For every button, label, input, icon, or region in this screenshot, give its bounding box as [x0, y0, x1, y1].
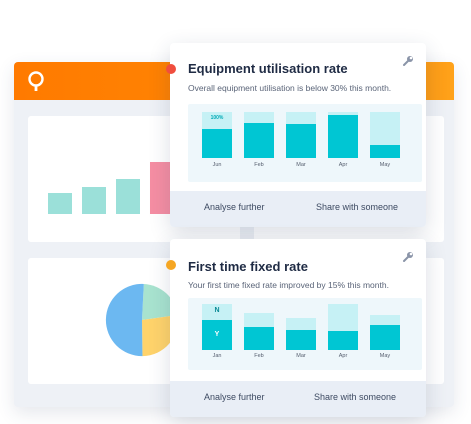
- chart-column: [286, 304, 316, 350]
- card-title: First time fixed rate: [188, 259, 308, 274]
- pie-slice: [105, 283, 144, 357]
- bar-bottom-segment: [286, 329, 316, 350]
- x-tick-label: Feb: [254, 353, 264, 359]
- chart-column: [244, 304, 274, 350]
- share-with-someone-button[interactable]: Share with someone: [316, 202, 399, 212]
- chart-column: [286, 112, 316, 158]
- chart-column: [244, 112, 274, 158]
- card-footer: Analyse further Share with someone: [170, 191, 426, 227]
- pie-slice: [142, 283, 178, 320]
- first-time-fixed-bar-chart: N Y Jan Feb Mar Apr May: [188, 298, 422, 370]
- wrench-icon[interactable]: [402, 55, 414, 67]
- card-subtitle: Overall equipment utilisation is below 3…: [188, 83, 392, 93]
- bar: [370, 145, 400, 158]
- x-tick-label: May: [379, 353, 391, 359]
- background-bar: [116, 178, 140, 214]
- pie-slice: [142, 315, 179, 357]
- card-subtitle: Your first time fixed rate improved by 1…: [188, 280, 389, 290]
- bar-bottom-segment: [328, 330, 358, 350]
- share-with-someone-button[interactable]: Share with someone: [314, 392, 397, 402]
- bar: [202, 129, 232, 158]
- chart-column: [370, 112, 400, 158]
- bar: [286, 123, 316, 158]
- bar: [328, 115, 358, 158]
- chart-column: [328, 112, 358, 158]
- x-tick-label: Apr: [338, 162, 348, 168]
- background-bar: [82, 186, 106, 214]
- equipment-utilisation-card: Equipment utilisation rate Overall equip…: [170, 43, 426, 227]
- bar-bottom-segment: [202, 319, 232, 350]
- x-tick-label: Mar: [296, 353, 306, 359]
- bar-segment-label-n: N: [214, 307, 220, 314]
- card-title: Equipment utilisation rate: [188, 61, 348, 76]
- x-tick-label: Jan: [212, 353, 222, 359]
- x-tick-label: Feb: [254, 162, 264, 168]
- bar-bottom-segment: [370, 324, 400, 350]
- status-dot-red: [166, 64, 176, 74]
- chart-column: [328, 304, 358, 350]
- background-bar: [48, 193, 72, 214]
- x-tick-label: May: [379, 162, 391, 168]
- status-dot-orange: [166, 260, 176, 270]
- background-bar-chart: [48, 130, 198, 214]
- lightbulb-icon: [28, 71, 44, 91]
- chart-column: [370, 304, 400, 350]
- wrench-icon[interactable]: [402, 251, 414, 263]
- analyse-further-button[interactable]: Analyse further: [204, 392, 265, 402]
- analyse-further-button[interactable]: Analyse further: [204, 202, 265, 212]
- bar-value-label: 100%: [210, 115, 224, 121]
- card-footer: Analyse further Share with someone: [170, 381, 426, 417]
- chart-column: 100%: [202, 112, 232, 158]
- x-tick-label: Jun: [212, 162, 222, 168]
- background-pie-chart: [105, 283, 179, 357]
- bar-segment-label-y: Y: [214, 330, 220, 338]
- bar: [244, 122, 274, 158]
- x-tick-label: Mar: [296, 162, 306, 168]
- utilisation-bar-chart: 100% Jun Feb Mar Apr May: [188, 104, 422, 182]
- first-time-fixed-card: First time fixed rate Your first time fi…: [170, 239, 426, 417]
- bar-bottom-segment: [244, 327, 274, 350]
- x-tick-label: Apr: [338, 353, 348, 359]
